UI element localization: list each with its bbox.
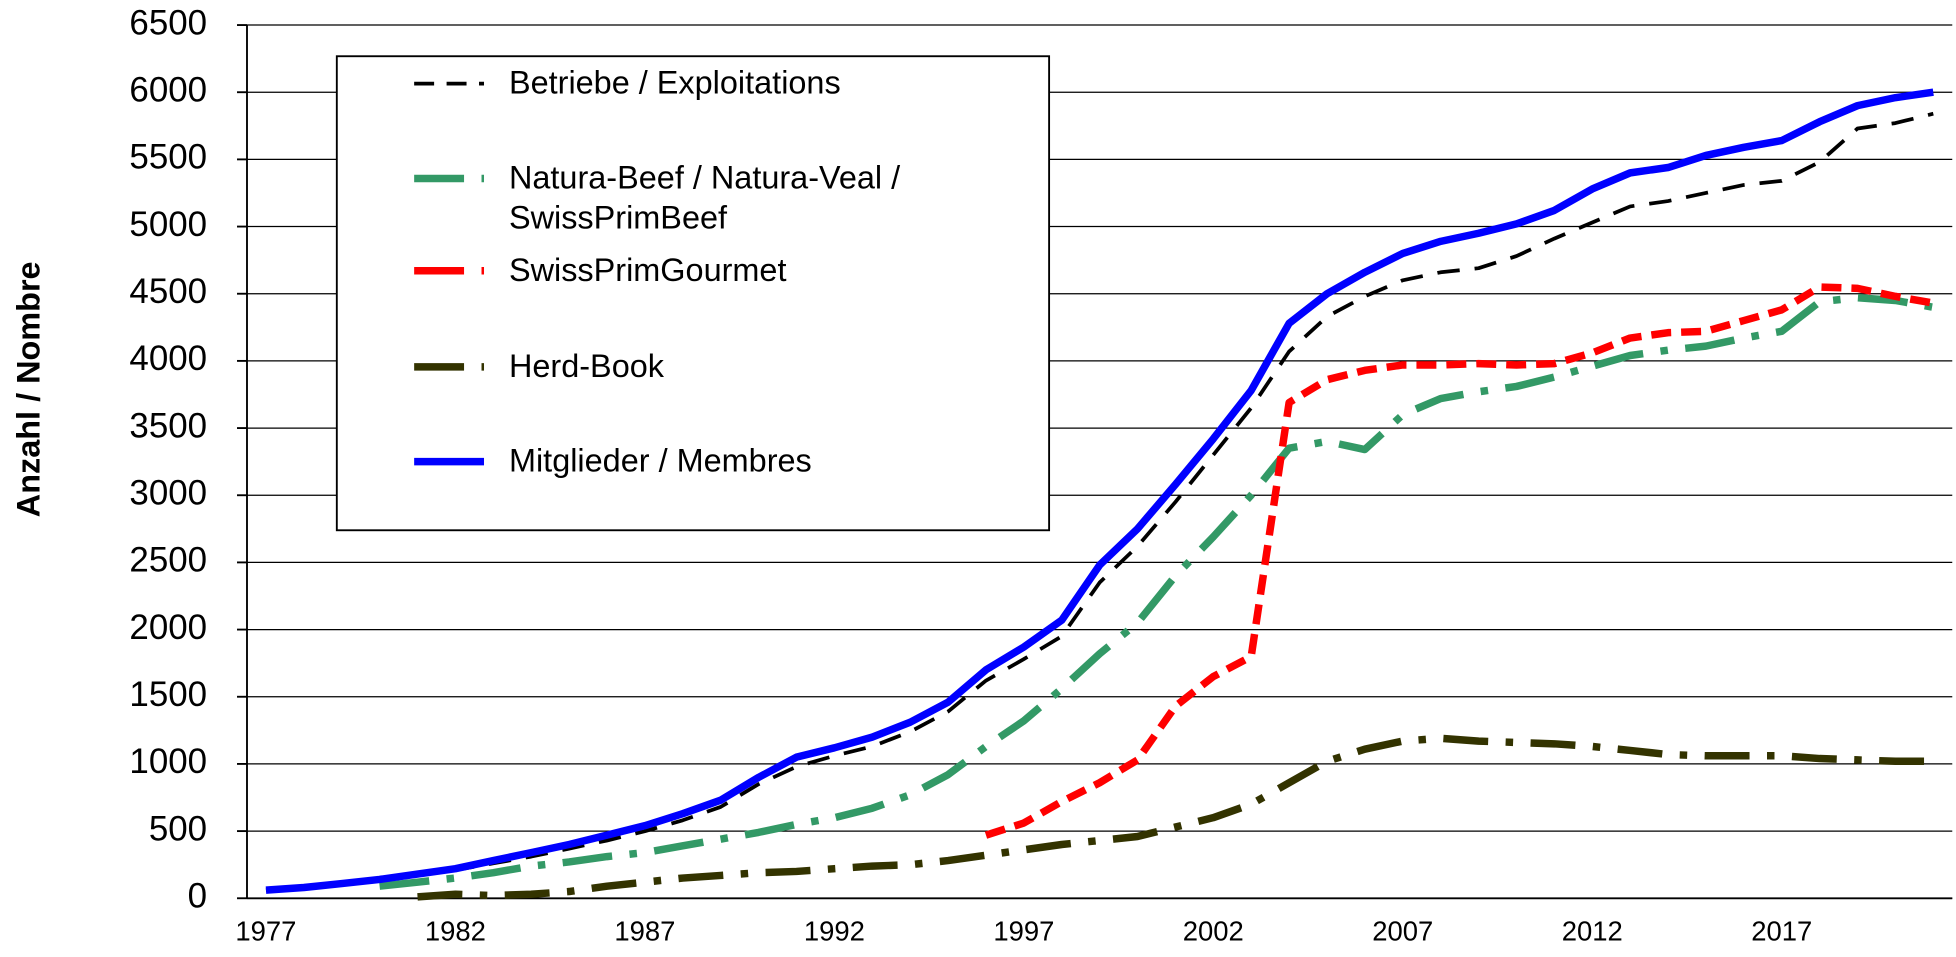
y-tick-label: 6500 bbox=[129, 3, 207, 42]
y-tick-label: 1500 bbox=[129, 675, 207, 714]
y-tick-label: 5000 bbox=[129, 205, 207, 244]
series-line bbox=[417, 734, 1934, 901]
y-tick-label: 2000 bbox=[129, 608, 207, 647]
legend-label: Natura-Beef / Natura-Veal / SwissPrimBee… bbox=[508, 158, 901, 236]
x-tick-label: 2017 bbox=[1751, 915, 1812, 946]
legend-box bbox=[335, 55, 1051, 532]
x-tick-label: 2012 bbox=[1562, 915, 1623, 946]
legend-label: Mitglieder / Membres bbox=[508, 441, 812, 480]
legend-label: Betriebe / Exploitations bbox=[508, 63, 841, 102]
legend-label: SwissPrimGourmet bbox=[508, 250, 787, 289]
y-tick-label: 1000 bbox=[129, 742, 207, 781]
x-tick-label: 1977 bbox=[235, 915, 296, 946]
y-tick-label: 4500 bbox=[129, 272, 207, 311]
y-tick-label: 0 bbox=[188, 876, 207, 915]
y-tick-label: 4000 bbox=[129, 339, 207, 378]
y-tick-label: 6000 bbox=[129, 70, 207, 109]
x-tick-label: 1987 bbox=[614, 915, 675, 946]
y-tick-label: 5500 bbox=[129, 138, 207, 177]
series-line bbox=[265, 111, 1934, 893]
y-tick-label: 3000 bbox=[129, 473, 207, 512]
x-tick-label: 2002 bbox=[1183, 915, 1244, 946]
legend-label-box: SwissPrimGourmet bbox=[508, 250, 787, 289]
y-tick-label: 2500 bbox=[129, 541, 207, 580]
x-tick-label: 1997 bbox=[993, 915, 1054, 946]
legend-label-box: Mitglieder / Membres bbox=[508, 441, 812, 480]
series-line bbox=[984, 283, 1934, 839]
legend-label-box: Natura-Beef / Natura-Veal / SwissPrimBee… bbox=[508, 158, 901, 236]
x-tick-label: 2007 bbox=[1372, 915, 1433, 946]
y-tick-label: 3500 bbox=[129, 406, 207, 445]
y-tick-label: 500 bbox=[149, 809, 207, 848]
x-tick-label: 1992 bbox=[804, 915, 865, 946]
legend-label-box: Herd-Book bbox=[508, 346, 664, 385]
x-tick-label: 1982 bbox=[425, 915, 486, 946]
series-line bbox=[379, 293, 1934, 890]
legend-label: Herd-Book bbox=[508, 346, 664, 385]
series-line bbox=[265, 88, 1934, 894]
y-axis-label: Anzahl / Nombre bbox=[11, 261, 47, 517]
legend-label-box: Betriebe / Exploitations bbox=[508, 63, 841, 102]
